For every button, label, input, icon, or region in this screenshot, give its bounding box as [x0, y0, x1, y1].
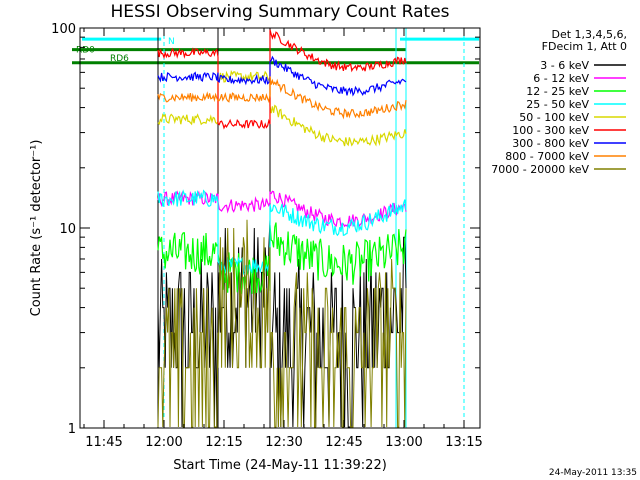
- x-tick-label-6: 13:15: [445, 435, 482, 450]
- plot-area: N RD0 RD6: [72, 28, 479, 428]
- x-tick-label-1: 12:00: [145, 435, 182, 450]
- series-line-7: [157, 76, 407, 120]
- annotation-n: N: [168, 37, 175, 47]
- x-tick-label-5: 13:00: [385, 435, 422, 450]
- y-tick-label-0: 1: [68, 422, 76, 437]
- x-tick-label-3: 12:30: [265, 435, 302, 450]
- series-line-3: [157, 189, 407, 275]
- annotation-rd6: RD6: [110, 54, 129, 64]
- axes: 11:45 12:00 12:15 12:30 12:45 13:00 13:15 1 10 10…: [51, 22, 483, 450]
- date-stamp: 24-May-2011 13:35: [549, 468, 637, 478]
- series-line-4: [157, 69, 407, 147]
- legend: Det 1,3,4,5,6, FDecim 1, Att 0 3 - 6 keV…: [491, 28, 627, 176]
- x-tick-label-0: 11:45: [85, 435, 122, 450]
- x-axis-label: Start Time (24-May-11 11:39:22): [173, 458, 387, 473]
- legend-label-3: 25 - 50 keV: [526, 98, 589, 111]
- legend-label-8: 7000 - 20000 keV: [491, 163, 589, 176]
- x-tick-label-4: 12:45: [325, 435, 362, 450]
- x-tick-label-2: 12:15: [205, 435, 242, 450]
- series-line-5: [157, 29, 407, 130]
- legend-label-4: 50 - 100 keV: [519, 111, 589, 124]
- annotation-rd0: RD0: [76, 46, 95, 56]
- legend-label-0: 3 - 6 keV: [540, 59, 589, 72]
- series-line-8: [157, 219, 407, 428]
- legend-label-5: 100 - 300 keV: [512, 124, 589, 137]
- legend-header-line-2: FDecim 1, Att 0: [542, 40, 627, 53]
- y-tick-label-2: 100: [51, 22, 76, 37]
- legend-label-1: 6 - 12 keV: [533, 72, 589, 85]
- legend-header-line-1: Det 1,3,4,5,6,: [551, 28, 627, 41]
- legend-label-2: 12 - 25 keV: [526, 85, 589, 98]
- y-axis-label: Count Rate (s⁻¹ detector⁻¹): [29, 140, 44, 317]
- series-line-6: [157, 55, 407, 97]
- y-tick-label-1: 10: [59, 222, 76, 237]
- chart-title: HESSI Observing Summary Count Rates: [110, 2, 449, 22]
- legend-label-7: 800 - 7000 keV: [505, 150, 589, 163]
- series-line-2: [157, 222, 407, 294]
- legend-label-6: 300 - 800 keV: [512, 137, 589, 150]
